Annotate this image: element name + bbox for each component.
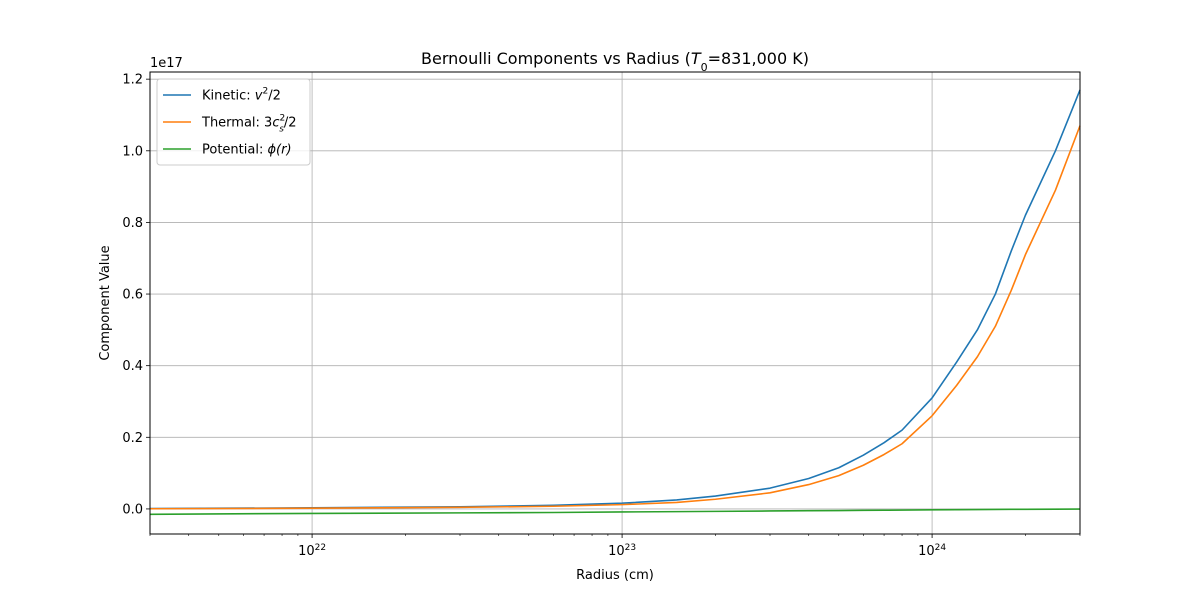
legend-label: Thermal: 3c2 s/2: [201, 114, 297, 135]
chart-title: Bernoulli Components vs Radius (T0=831,0…: [421, 49, 809, 74]
y-tick-label: 0.0: [122, 502, 143, 517]
y-tick-label: 0.8: [122, 216, 143, 231]
series-line-1: [149, 89, 1081, 510]
y-axis-label: Component Value: [98, 245, 113, 360]
x-tick-label: 1024: [918, 543, 946, 559]
legend: Kinetic: v2/2 Thermal: 3c2 s/2 Potential: ϕ…: [156, 78, 311, 166]
y-tick-label: 0.6: [122, 288, 143, 303]
grid: [150, 72, 1080, 534]
series-line-3: [149, 508, 1081, 516]
y-tick-label: 1.2: [122, 73, 143, 88]
y-tick-label: 1.0: [122, 144, 143, 159]
series-layer: [149, 89, 1081, 516]
legend-box: [156, 78, 311, 166]
plot-frame: [149, 71, 1081, 535]
ticks: 0.0 0.2 0.4 0.6 0.8 1.0 1.2 1022 1023 1024: [122, 73, 1081, 559]
y-offset-label: 1e17: [150, 56, 183, 71]
y-tick-label: 0.4: [122, 359, 143, 374]
series-line-2: [149, 125, 1081, 510]
legend-label: Potential: ϕ(r): [202, 143, 292, 158]
x-tick-label: 1023: [608, 543, 636, 559]
y-tick-label: 0.2: [122, 431, 143, 446]
x-tick-label: 1022: [298, 543, 326, 559]
x-axis-label: Radius (cm): [576, 568, 654, 583]
legend-label: Kinetic: v2/2: [202, 87, 281, 104]
